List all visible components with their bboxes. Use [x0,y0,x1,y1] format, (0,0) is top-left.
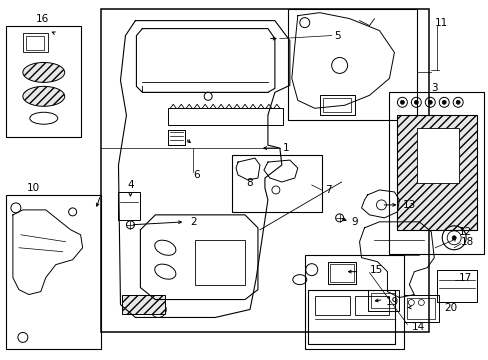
Text: 18: 18 [460,237,473,247]
Bar [327,262,355,284]
Text: 6: 6 [193,170,200,180]
Text: 12: 12 [458,227,471,237]
Bar [314,296,349,315]
Bar [304,255,404,349]
Text: 15: 15 [369,265,382,275]
Circle shape [451,236,455,240]
Circle shape [400,100,404,104]
Text: 11: 11 [434,18,447,28]
Circle shape [441,100,446,104]
Bar [307,289,395,345]
Bar [388,92,483,254]
Bar [322,98,350,112]
Ellipse shape [23,86,64,106]
Bar [354,296,388,315]
Text: 2: 2 [190,217,197,227]
Text: 3: 3 [430,84,437,93]
Text: 9: 9 [351,217,358,227]
Bar [370,293,395,307]
Bar [118,192,140,220]
Bar [23,32,48,53]
Bar [168,108,282,125]
Text: 1: 1 [282,143,289,153]
Bar [6,26,81,137]
Text: 7: 7 [324,185,331,195]
Text: 4: 4 [127,180,134,190]
Polygon shape [122,294,165,315]
Text: 17: 17 [458,273,471,283]
Bar [101,9,428,332]
Bar [329,264,353,282]
Circle shape [427,100,431,104]
Text: 8: 8 [246,178,253,188]
Ellipse shape [23,62,64,82]
Bar [319,95,354,115]
Bar [404,294,438,323]
Text: 5: 5 [334,31,341,41]
Bar [195,240,244,285]
Text: 19: 19 [385,297,398,306]
Bar [367,289,399,311]
Bar [436,270,476,302]
Bar [232,155,321,212]
Bar [6,195,101,349]
Text: 10: 10 [27,183,41,193]
Circle shape [413,100,417,104]
Bar [287,9,416,120]
Text: 13: 13 [402,200,415,210]
Text: 20: 20 [443,302,456,312]
Text: 16: 16 [36,14,49,24]
Text: 14: 14 [410,323,424,332]
Bar [416,128,458,183]
Bar [407,298,434,319]
Bar [26,36,44,50]
Circle shape [455,100,459,104]
Bar [397,115,476,230]
